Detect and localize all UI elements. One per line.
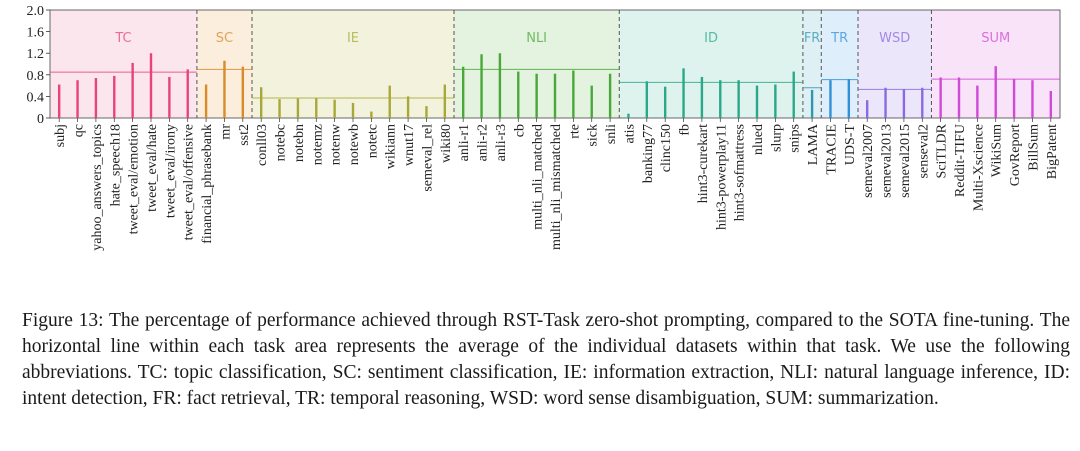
x-tick-label: fb <box>678 124 693 136</box>
task-region-id <box>619 10 803 118</box>
x-tick-label: slurp <box>769 124 784 152</box>
x-tick-label: notenw <box>329 123 344 165</box>
bar-chart: 0 0.4 0.8 1.2 1.6 2.0 TC subj qc yahoo_answers_to… <box>27 4 1061 251</box>
task-region-fr <box>802 10 822 118</box>
task-label: FR <box>804 31 821 46</box>
y-tick-label: 1.6 <box>27 26 45 41</box>
x-tick-label: wiki80 <box>439 124 454 163</box>
x-tick-label: tweet_eval/irony <box>163 124 178 218</box>
x-tick-label: senseval2 <box>916 124 931 178</box>
figure-caption: Figure 13: The percentage of performance… <box>22 310 1070 409</box>
x-tick-label: anli-r1 <box>457 124 472 161</box>
x-tick-label: BillSum <box>1026 124 1041 171</box>
x-tick-label: cb <box>512 124 527 137</box>
x-tick-label: notetc <box>365 124 380 158</box>
x-tick-label: BigPatent <box>1045 124 1060 179</box>
x-tick-label: subj <box>53 124 68 147</box>
x-tick-label: tweet_eval/hate <box>145 124 160 212</box>
task-label: IE <box>347 31 359 46</box>
y-tick-label: 0.8 <box>27 69 45 84</box>
y-tick-label: 0.4 <box>27 90 45 105</box>
x-tick-label: notebc <box>274 124 289 161</box>
x-tick-label: semeval2015 <box>898 124 913 198</box>
x-tick-label: tweet_eval/emotion <box>127 124 142 234</box>
x-tick-label: Multi-Xscience <box>971 124 986 211</box>
x-tick-label: sick <box>586 124 601 147</box>
x-tick-label: TRACIE <box>824 124 839 175</box>
x-tick-label: wikiann <box>384 124 399 169</box>
x-tick-label: multi_nli_matched <box>531 124 546 230</box>
task-label: TC <box>114 31 131 46</box>
y-tick-label: 1.2 <box>27 47 45 62</box>
x-tick-label: notemz <box>310 124 325 165</box>
task-region-tc <box>50 10 197 118</box>
x-tick-label: snips <box>788 124 803 153</box>
x-tick-label: financial_phrasebank <box>200 124 215 244</box>
task-label: NLI <box>526 31 547 46</box>
x-tick-label: anli-r3 <box>494 124 509 161</box>
x-tick-label: banking77 <box>641 124 656 183</box>
x-tick-label: rte <box>567 124 582 139</box>
x-tick-label: multi_nli_mismatched <box>549 124 564 250</box>
task-label: TR <box>830 31 848 46</box>
x-tick-label: mr <box>218 124 233 140</box>
x-tick-label: tweet_eval/offensive <box>182 124 197 240</box>
x-tick-label: semeval2013 <box>880 124 895 198</box>
y-tick-label: 0 <box>37 112 44 127</box>
x-tick-label: yahoo_answers_topics <box>90 124 105 251</box>
x-tick-label: GovReport <box>1008 124 1023 186</box>
x-tick-label: snli <box>604 124 619 144</box>
x-tick-label: hint3-curekart <box>696 124 711 203</box>
x-tick-label: notewb <box>347 124 362 165</box>
x-tick-label: LAMA <box>806 123 821 165</box>
x-tick-label: semeval_rel <box>420 124 435 192</box>
x-tick-label: Reddit-TIFU <box>953 124 968 197</box>
x-tick-label: SciTLDR <box>935 123 950 178</box>
x-tick-label: sst2 <box>237 124 252 146</box>
task-label: SC <box>216 31 233 46</box>
task-label: SUM <box>981 31 1010 46</box>
task-region-tr <box>821 10 858 118</box>
x-tick-label: UDS-T <box>843 124 858 166</box>
x-tick-label: qc <box>72 124 87 137</box>
x-tick-label: clinc150 <box>659 124 674 172</box>
x-tick-label: anli-r2 <box>476 124 491 161</box>
x-tick-label: hint3-powerplay11 <box>714 124 729 230</box>
x-tick-label: hate_speech18 <box>108 124 123 206</box>
task-label: ID <box>704 31 718 46</box>
y-tick-label: 2.0 <box>27 4 45 19</box>
x-tick-label: notebn <box>292 124 307 162</box>
x-tick-label: atis <box>622 124 637 143</box>
x-tick-label: hint3-sofmattress <box>733 124 748 221</box>
x-tick-label: nlued <box>751 124 766 155</box>
task-region-wsd <box>858 10 932 118</box>
x-tick-label: semeval2007 <box>861 124 876 198</box>
x-tick-label: WikiSum <box>990 124 1005 177</box>
x-tick-label: wnut17 <box>402 124 417 166</box>
task-label: WSD <box>879 31 910 46</box>
task-region-ie <box>252 10 454 118</box>
x-tick-label: conll03 <box>255 124 270 166</box>
